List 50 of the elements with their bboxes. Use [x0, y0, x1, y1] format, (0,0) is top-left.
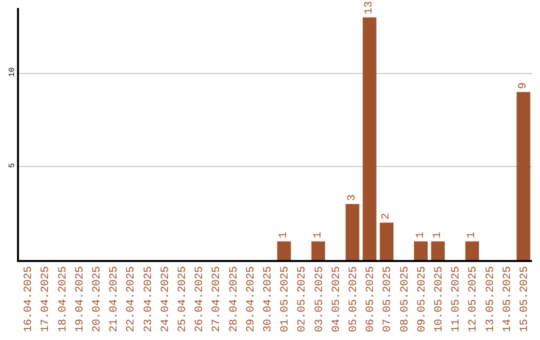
- x-tick-label: 25.04.2025: [177, 266, 190, 332]
- data-label: 1: [432, 231, 444, 238]
- data-label: 1: [312, 231, 324, 238]
- x-tick-label: 27.04.2025: [211, 266, 224, 332]
- x-tick-label: 15.05.2025: [519, 266, 532, 332]
- x-tick-label: 12.05.2025: [468, 266, 480, 332]
- x-tick-label: 26.04.2025: [194, 266, 206, 332]
- x-tick-label: 21.04.2025: [108, 266, 121, 332]
- x-tick-label: 20.04.2025: [92, 266, 104, 332]
- x-tick-label: 29.04.2025: [245, 266, 258, 332]
- y-tick-label: 5: [8, 162, 18, 168]
- x-tick-label: 23.04.2025: [142, 266, 155, 332]
- x-tick-label: 02.05.2025: [296, 266, 309, 332]
- bar: [311, 241, 326, 260]
- bar: [465, 241, 479, 260]
- data-label: 13: [364, 1, 376, 14]
- x-tick-label: 19.04.2025: [74, 266, 86, 332]
- x-tick-label: 06.05.2025: [365, 266, 378, 332]
- x-tick-label: 10.05.2025: [434, 266, 446, 332]
- x-tick-label: 24.04.2025: [160, 266, 172, 332]
- x-tick-label: 03.05.2025: [314, 266, 326, 332]
- bar: [414, 241, 428, 260]
- x-tick-label: 17.04.2025: [40, 266, 52, 332]
- x-tick-label: 09.05.2025: [416, 266, 428, 332]
- data-label: 2: [380, 213, 393, 220]
- x-tick-label: 07.05.2025: [382, 266, 394, 332]
- bar: [380, 222, 394, 260]
- x-tick-label: 14.05.2025: [502, 266, 514, 332]
- x-tick-label: 28.04.2025: [228, 266, 240, 332]
- x-tick-label: 08.05.2025: [399, 266, 412, 332]
- bar: [431, 241, 445, 260]
- bar: [516, 92, 530, 260]
- x-tick-label: 22.04.2025: [126, 266, 138, 332]
- x-tick-label: 18.04.2025: [57, 266, 70, 332]
- data-label: 1: [414, 231, 427, 238]
- data-label: 9: [517, 82, 530, 89]
- x-tick-label: 16.04.2025: [23, 266, 36, 332]
- bar: [277, 241, 291, 260]
- data-label: 1: [466, 231, 478, 238]
- x-tick-label: 11.05.2025: [450, 266, 463, 332]
- bar: [346, 204, 360, 260]
- x-tick-label: 05.05.2025: [348, 266, 360, 332]
- x-tick-label: 01.05.2025: [280, 266, 292, 332]
- x-tick-label: 04.05.2025: [330, 266, 343, 332]
- x-tick-label: 13.05.2025: [484, 266, 497, 332]
- bar: [362, 17, 376, 260]
- y-tick-label: 10: [8, 67, 18, 77]
- data-label: 1: [278, 231, 290, 238]
- x-tick-label: 30.04.2025: [262, 266, 275, 332]
- data-label: 3: [346, 194, 358, 201]
